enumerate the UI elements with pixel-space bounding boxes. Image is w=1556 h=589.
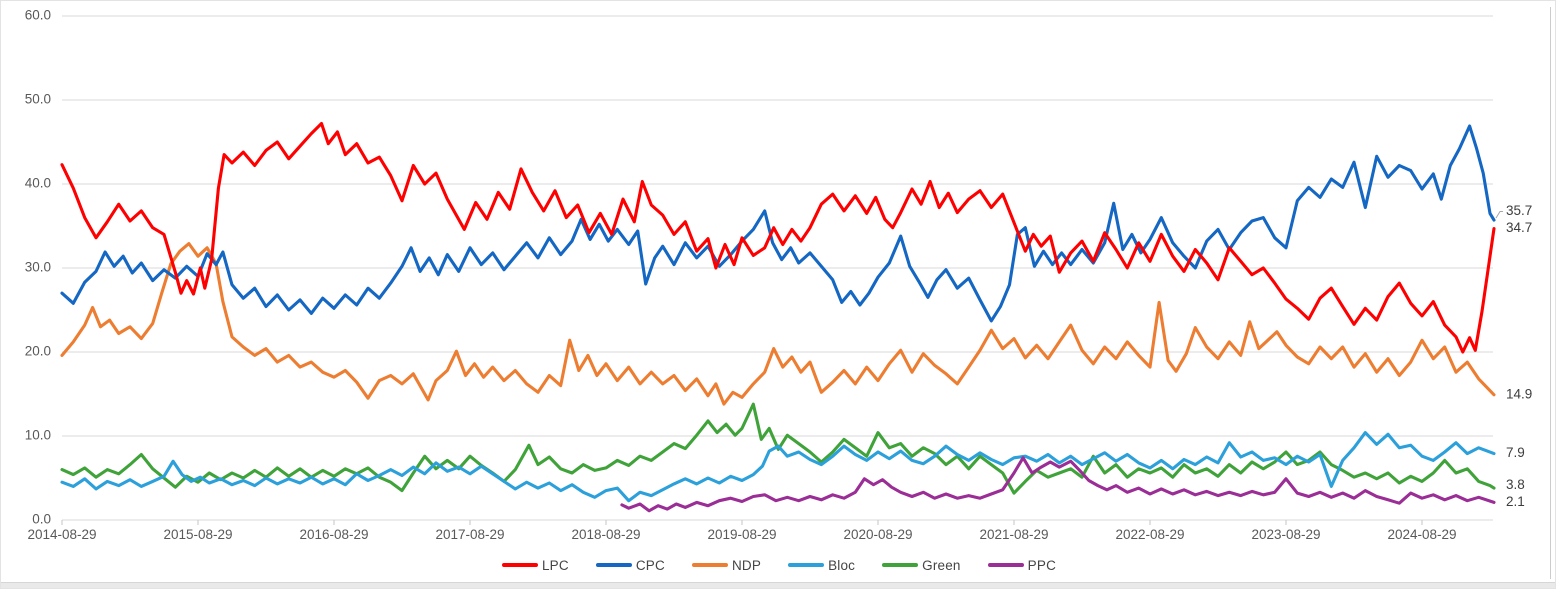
legend-item-ppc: PPC [987,557,1057,573]
legend-swatch-bloc [788,563,825,567]
bottom-edge-strip [1,582,1555,588]
legend-item-bloc: Bloc [788,558,855,573]
x-tick-label: 2021-08-29 [979,527,1048,542]
x-tick-label: 2022-08-29 [1115,527,1184,542]
x-tick-label: 2014-08-29 [27,527,96,542]
right-border-line [1550,7,1551,579]
end-label-leader-cpc [1495,211,1503,219]
end-value-label-bloc: 7.9 [1506,445,1525,460]
legend-item-lpc: LPC [501,557,569,573]
legend-swatch-ppc [987,563,1024,567]
x-tick-label: 2015-08-29 [163,527,232,542]
legend-swatch-ndp [691,563,728,567]
legend-label-ppc: PPC [1027,557,1057,573]
y-tick-label: 10.0 [25,428,51,443]
legend-label-lpc: LPC [541,557,569,573]
legend-item-ndp: NDP [691,557,762,573]
end-value-label-ndp: 14.9 [1506,386,1532,401]
legend-label-ndp: NDP [731,557,762,573]
legend-label-cpc: CPC [635,557,665,573]
legend-label-bloc: Bloc [828,557,856,573]
end-value-label-lpc: 34.7 [1506,220,1532,235]
legend-label-green: Green [922,557,961,573]
x-tick-label: 2017-08-29 [435,527,504,542]
y-tick-label: 60.0 [25,8,51,23]
series-line-ndp [60,242,1496,406]
chart-legend: LPC CPC NDP Bloc Green PPC [1,553,1555,577]
end-value-label-green: 3.8 [1506,477,1525,492]
legend-item-green: Green [882,558,961,573]
end-value-label-ppc: 2.1 [1506,494,1525,509]
legend-swatch-green [882,563,919,567]
x-tick-label: 2023-08-29 [1251,527,1320,542]
series-line-cpc [60,124,1496,323]
x-tick-label: 2020-08-29 [843,527,912,542]
y-tick-label: 20.0 [25,344,51,359]
series-line-green [60,402,1496,495]
x-tick-label: 2016-08-29 [299,527,368,542]
y-tick-label: 30.0 [25,260,51,275]
legend-swatch-lpc [501,563,538,567]
y-tick-label: 40.0 [25,176,51,191]
end-value-label-cpc: 35.7 [1506,203,1532,218]
series-line-lpc [60,121,1496,354]
x-tick-label: 2018-08-29 [571,527,640,542]
x-tick-label: 2024-08-29 [1387,527,1456,542]
y-tick-label: 0.0 [32,512,51,527]
series-line-bloc [60,431,1496,503]
x-tick-label: 2019-08-29 [707,527,776,542]
series-line-ppc [620,456,1496,513]
legend-swatch-cpc [595,563,632,567]
legend-item-cpc: CPC [595,557,665,573]
y-tick-label: 50.0 [25,92,51,107]
